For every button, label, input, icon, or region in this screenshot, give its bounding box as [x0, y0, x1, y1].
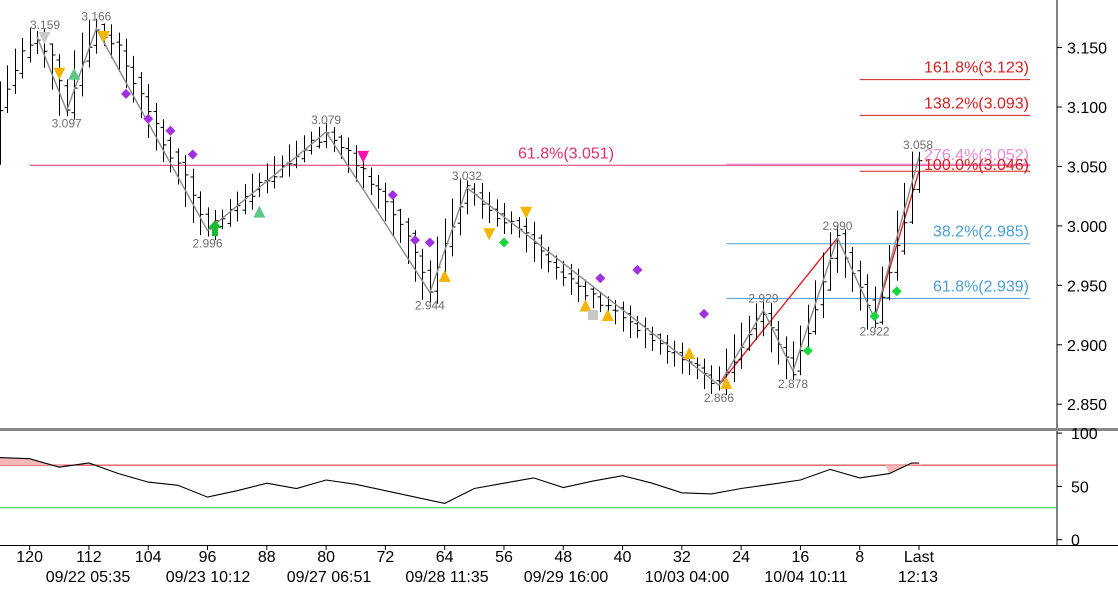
x-bar-tick-label: 88 — [258, 549, 276, 566]
y-tick-label: 3.100 — [1067, 100, 1107, 117]
diamond-marker — [143, 113, 154, 124]
projection-line — [718, 237, 839, 386]
triangle-up-marker — [720, 376, 733, 389]
triangle-up-marker — [68, 67, 81, 80]
y-tick-label: 3.000 — [1067, 219, 1107, 236]
diamond-marker — [410, 235, 421, 246]
x-bar-tick-label: 24 — [732, 549, 750, 566]
x-date-tick-label: 09/29 16:00 — [524, 569, 609, 586]
diamond-marker — [187, 149, 198, 160]
x-date-tick-label: 09/27 06:51 — [287, 569, 372, 586]
oscillator-panel: 0 50 100 — [0, 426, 1098, 550]
price-axis: 2.850 2.900 2.950 3.000 3.050 3.100 3.150 — [1057, 41, 1107, 414]
diamond-marker — [699, 308, 710, 319]
pivot-label: 3.032 — [452, 169, 482, 183]
pivot-label: 3.166 — [81, 10, 111, 24]
x-date-tick-label: 10/04 10:11 — [764, 569, 847, 586]
zigzag-line — [36, 26, 920, 387]
pivot-label: 3.159 — [30, 18, 60, 32]
x-bar-tick-label: 16 — [792, 549, 810, 566]
oscillator-line — [0, 457, 919, 504]
wave-path — [36, 26, 920, 387]
diamond-marker — [802, 345, 813, 356]
triangle-down-marker — [53, 67, 66, 80]
pivot-label: 3.079 — [311, 113, 341, 127]
fib-label: 138.2%(3.093) — [924, 95, 1029, 112]
fibonacci-levels: 161.8%(3.123) 138.2%(3.093) 61.8%(3.051) 27… — [29, 60, 1030, 386]
pivot-labels: 3.159 3.166 3.097 2.996 3.079 2.944 3.032 2.866… — [30, 10, 933, 406]
x-date-tick-label: 09/28 11:35 — [405, 569, 488, 586]
fib-label: 61.8%(2.939) — [933, 278, 1029, 295]
y-tick-label: 2.950 — [1067, 278, 1107, 295]
triangle-up-marker — [579, 299, 592, 312]
fib-label: 61.8%(3.051) — [518, 145, 614, 162]
pivot-label: 2.878 — [778, 377, 808, 391]
osc-y-tick-label: 100 — [1071, 426, 1098, 443]
pivot-label: 2.996 — [193, 237, 223, 251]
diamond-marker — [498, 237, 509, 248]
x-bar-tick-label: 40 — [614, 549, 632, 566]
diamond-marker — [120, 88, 131, 99]
triangle-down-marker — [38, 32, 51, 45]
price-panel-lines — [0, 0, 1118, 546]
x-bar-tick-label: Last — [904, 549, 935, 566]
diamond-marker — [424, 237, 435, 248]
osc-y-tick-label: 50 — [1071, 479, 1089, 496]
x-bar-tick-label: 32 — [673, 549, 691, 566]
triangle-up-marker — [683, 347, 696, 360]
y-tick-label: 2.850 — [1067, 397, 1107, 414]
osc-y-tick-label: 0 — [1071, 533, 1080, 550]
fib-label: 276.4%(3.052) — [924, 147, 1029, 164]
fib-label: 100.0%(3.046) — [924, 157, 1029, 174]
fib-label: 161.8%(3.123) — [924, 60, 1029, 77]
diamond-marker — [165, 125, 176, 136]
x-bar-tick-label: 112 — [76, 549, 102, 566]
x-bar-tick-label: 48 — [554, 549, 572, 566]
diamond-marker — [869, 311, 880, 322]
pivot-label: 2.944 — [415, 298, 445, 312]
triangle-down-marker — [97, 30, 110, 43]
pivot-label: 2.866 — [704, 391, 734, 405]
diamond-marker — [595, 273, 606, 284]
x-date-tick-label: 10/03 04:00 — [645, 569, 730, 586]
signal-markers — [38, 30, 902, 389]
diamond-marker — [632, 264, 643, 275]
pivot-label: 2.990 — [822, 219, 852, 233]
x-bar-tick-label: 8 — [855, 549, 864, 566]
x-bar-tick-label: 64 — [436, 549, 454, 566]
pivot-label: 3.097 — [52, 117, 82, 131]
pivot-label: 2.929 — [748, 291, 778, 305]
y-tick-label: 3.050 — [1067, 159, 1107, 176]
diamond-marker — [891, 286, 902, 297]
x-bar-tick-label: 120 — [16, 549, 43, 566]
x-bar-tick-label: 56 — [495, 549, 513, 566]
x-bar-tick-label: 104 — [135, 549, 162, 566]
fib-label: 38.2%(2.985) — [933, 224, 1029, 241]
square-marker — [587, 310, 598, 321]
x-date-tick-label: 09/23 10:12 — [166, 569, 251, 586]
triangle-down-marker — [357, 150, 370, 163]
x-date-tick-label: 12:13 — [898, 569, 938, 586]
x-bar-tick-label: 80 — [317, 549, 335, 566]
overbought-fill — [0, 457, 64, 468]
arrow-up-marker — [207, 220, 222, 237]
price-bars — [0, 18, 923, 395]
triangle-up-marker — [253, 205, 266, 218]
x-date-tick-label: 09/22 05:35 — [46, 569, 131, 586]
diamond-marker — [387, 189, 398, 200]
x-bar-tick-label: 72 — [376, 549, 394, 566]
triangle-up-marker — [601, 309, 614, 322]
x-bar-tick-label: 96 — [199, 549, 217, 566]
pivot-label: 2.922 — [860, 325, 890, 339]
y-tick-label: 3.150 — [1067, 41, 1107, 58]
pivot-label: 3.058 — [903, 138, 933, 152]
y-tick-label: 2.900 — [1067, 338, 1107, 355]
triangle-down-marker — [483, 228, 496, 241]
time-axis: 120 112 104 96 88 80 72 64 56 48 40 32 24 16 8 Last 09/2… — [16, 545, 938, 586]
triangle-up-marker — [438, 269, 451, 282]
triangle-down-marker — [520, 206, 533, 219]
